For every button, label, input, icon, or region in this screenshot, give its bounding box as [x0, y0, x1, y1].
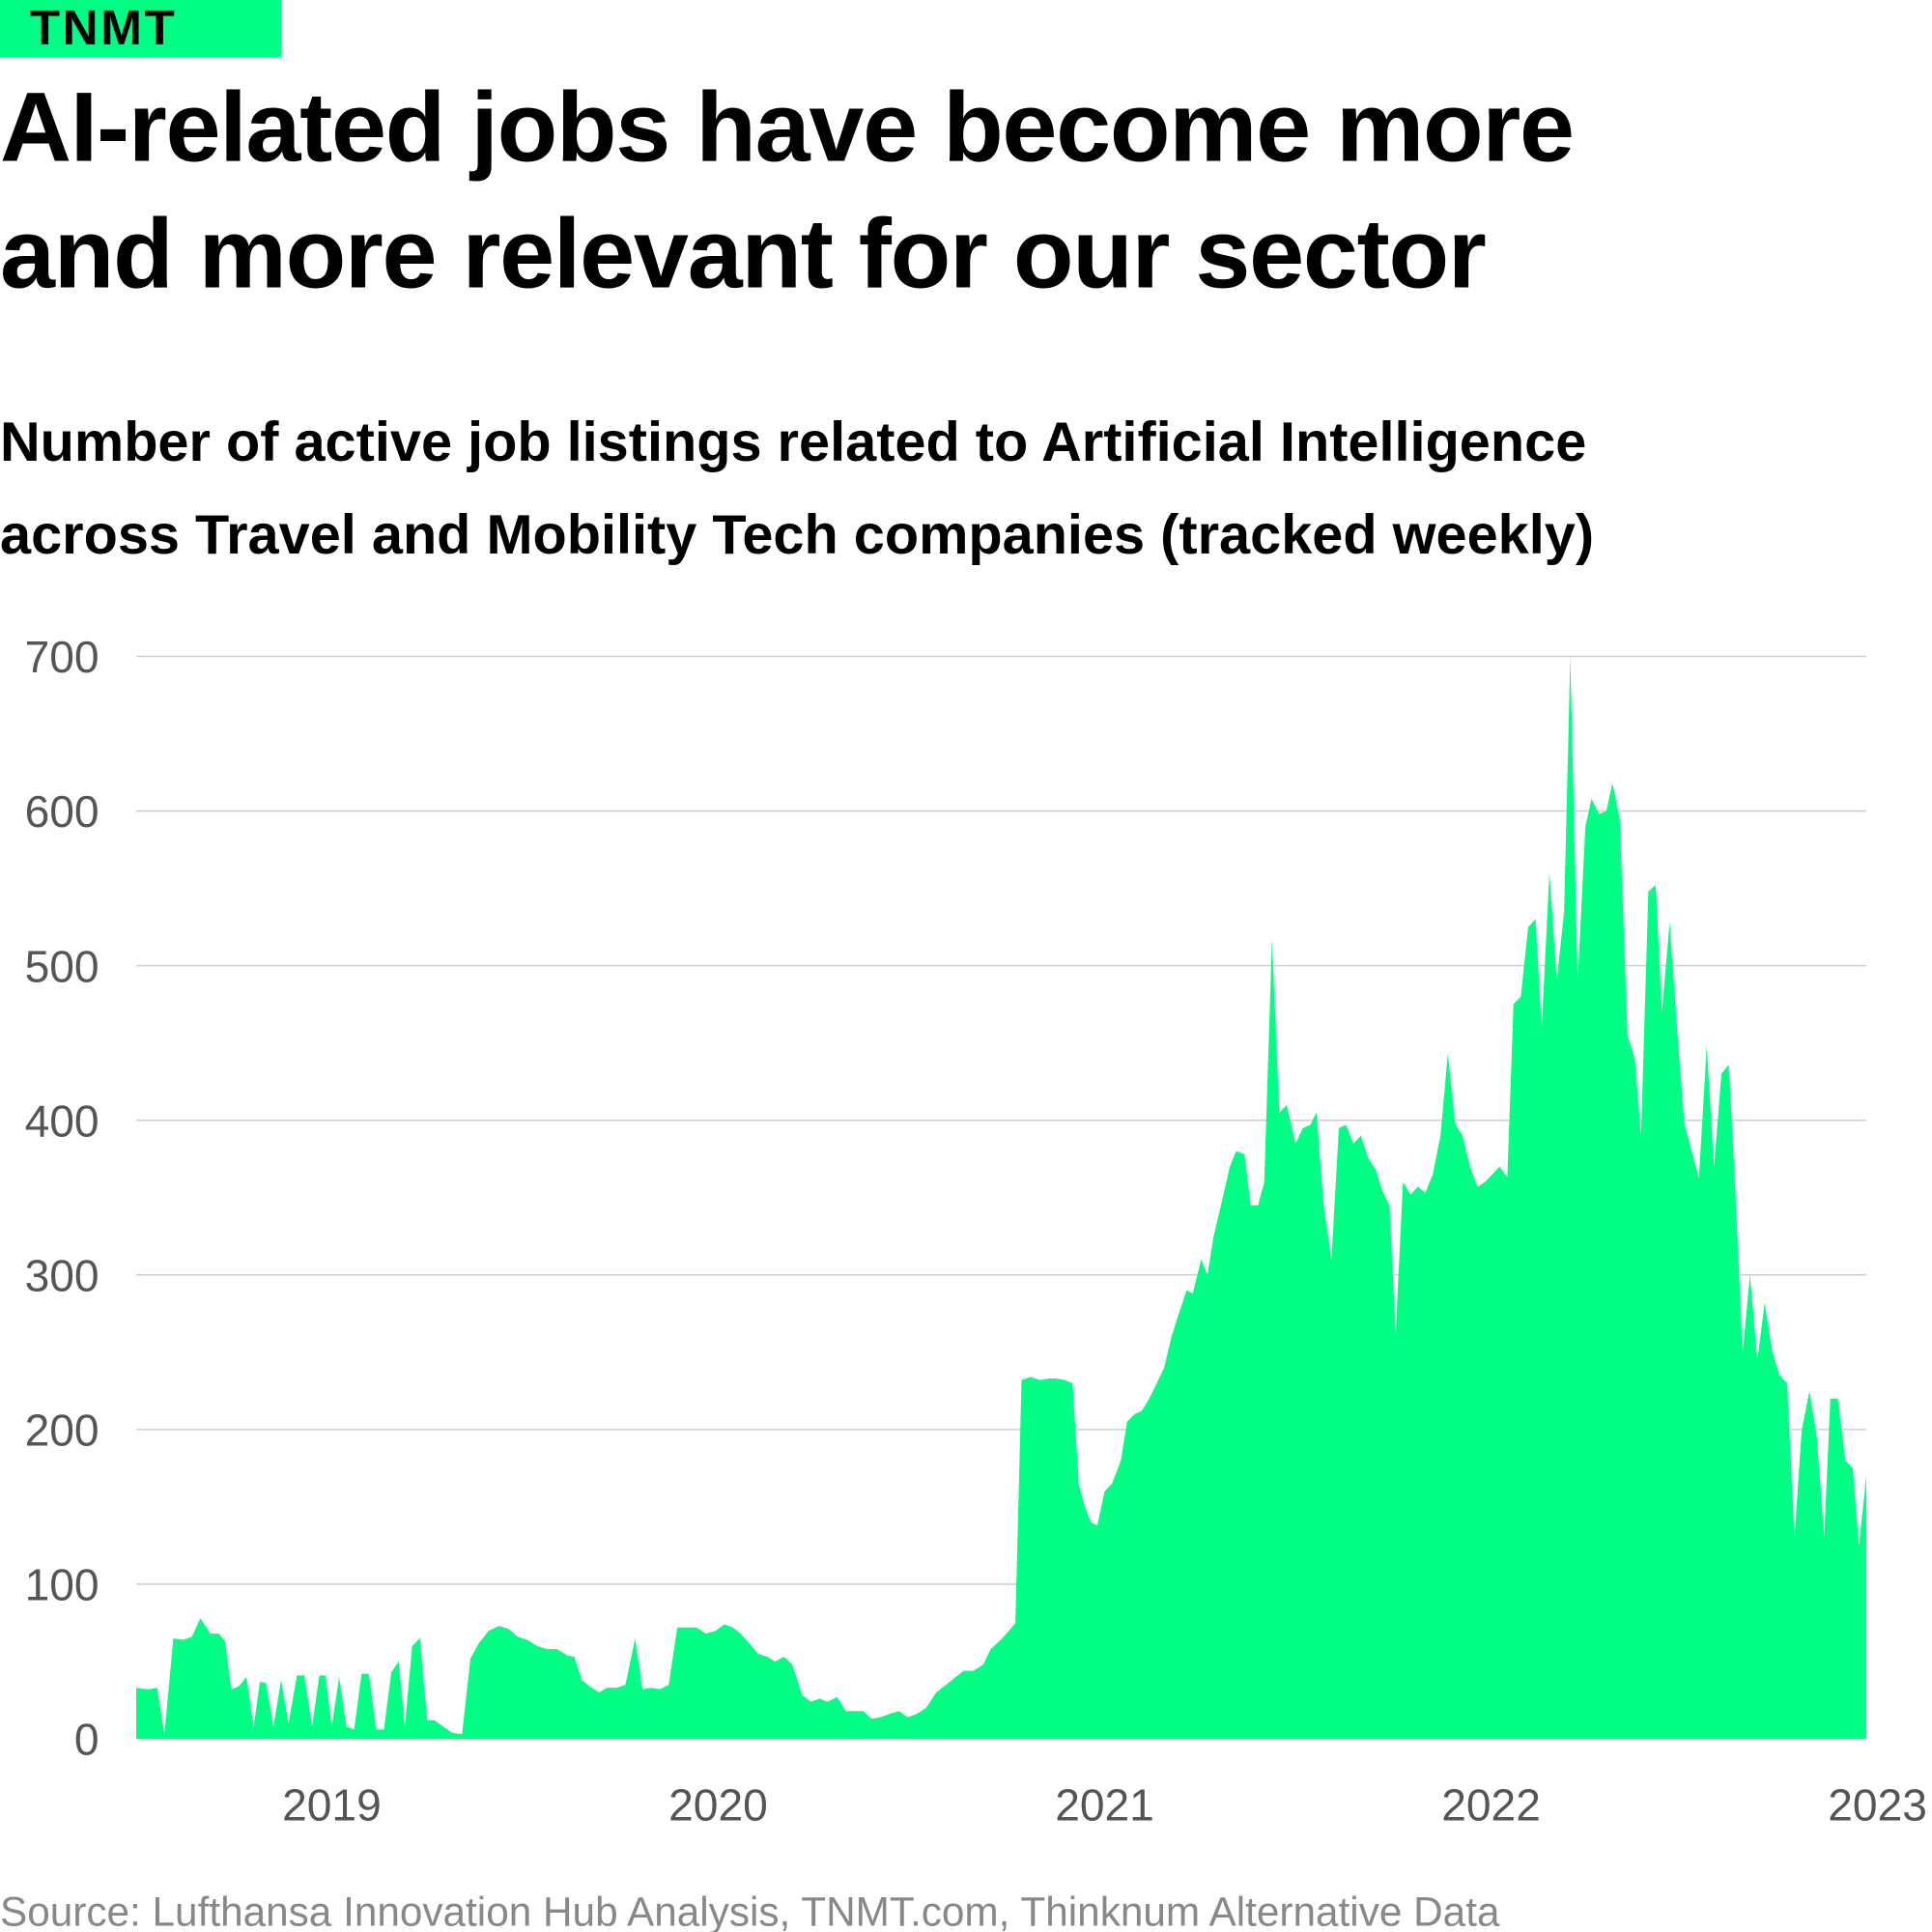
x-tick-label: 2021: [1055, 1780, 1154, 1831]
y-tick-label: 100: [25, 1560, 99, 1610]
x-tick-label: 2022: [1441, 1780, 1541, 1831]
x-tick-label: 2023: [1828, 1780, 1927, 1831]
subtitle-line: Number of active job listings related to…: [0, 412, 1586, 473]
x-tick-label: 2020: [668, 1780, 768, 1831]
title-line: and more relevant for our sector: [0, 197, 1486, 308]
y-tick-label: 700: [25, 632, 99, 682]
y-tick-label: 0: [74, 1715, 99, 1765]
y-tick-label: 200: [25, 1406, 99, 1456]
title-line: AI-related jobs have become more: [0, 71, 1574, 183]
y-tick-label: 400: [25, 1095, 99, 1146]
y-tick-label: 500: [25, 941, 99, 991]
brand-badge: [0, 0, 282, 57]
x-tick-label: 2019: [282, 1780, 382, 1831]
brand: TNMT: [30, 0, 178, 55]
y-tick-label: 300: [25, 1250, 99, 1300]
source: Source: Lufthansa Innovation Hub Analysi…: [0, 1889, 1500, 1932]
subtitle-line: across Travel and Mobility Tech companie…: [0, 504, 1594, 566]
area: [136, 656, 1866, 1739]
y-tick-label: 600: [25, 786, 99, 837]
